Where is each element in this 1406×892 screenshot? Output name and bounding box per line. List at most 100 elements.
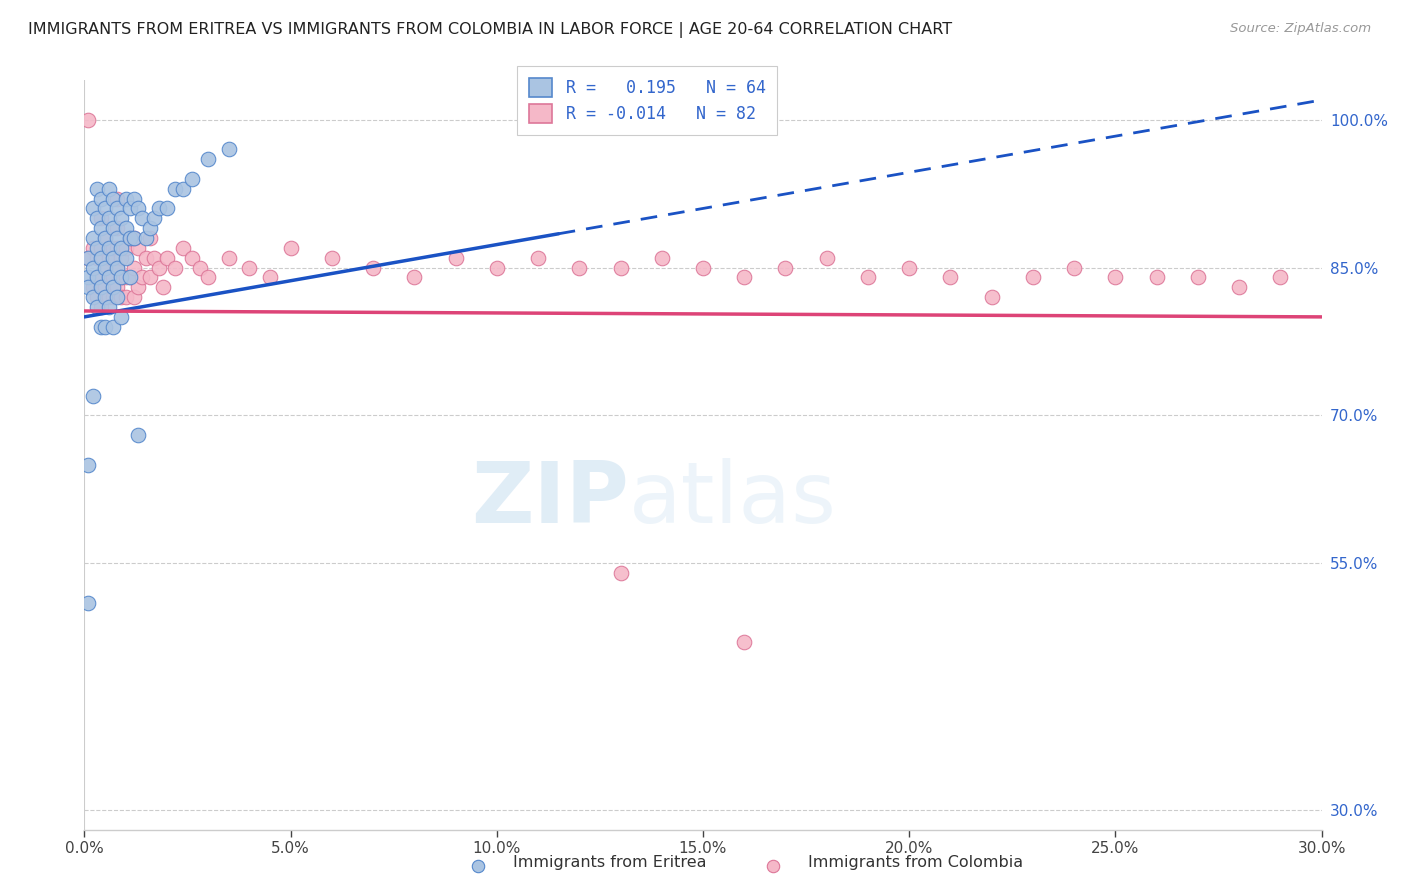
Point: [114, 221, 136, 235]
Point: [238, 260, 260, 275]
Point: [98, 241, 121, 255]
Point: [815, 251, 838, 265]
Point: [86, 251, 108, 265]
Point: [980, 290, 1002, 304]
Point: [86, 211, 108, 226]
Point: [122, 192, 145, 206]
Point: [77, 251, 100, 265]
Point: [105, 231, 128, 245]
Point: [94, 260, 117, 275]
Point: [86, 270, 108, 285]
Point: [98, 182, 121, 196]
Point: [148, 202, 170, 216]
Point: [103, 270, 125, 285]
Text: Immigrants from Colombia: Immigrants from Colombia: [808, 855, 1024, 870]
Point: [98, 270, 121, 285]
Point: [1104, 270, 1126, 285]
Point: [90, 319, 112, 334]
Point: [103, 290, 125, 304]
Text: Source: ZipAtlas.com: Source: ZipAtlas.com: [1230, 22, 1371, 36]
Point: [143, 251, 166, 265]
Point: [105, 192, 128, 206]
Point: [114, 192, 136, 206]
Point: [77, 280, 100, 294]
Point: [197, 270, 219, 285]
Point: [856, 270, 879, 285]
Point: [527, 251, 550, 265]
Point: [609, 566, 631, 581]
Point: [86, 182, 108, 196]
Point: [165, 260, 187, 275]
Point: [94, 280, 117, 294]
Point: [103, 319, 125, 334]
Point: [110, 270, 132, 285]
Point: [609, 260, 631, 275]
Point: [90, 300, 112, 314]
Point: [172, 182, 194, 196]
Point: [321, 251, 343, 265]
Point: [127, 202, 149, 216]
Point: [118, 270, 141, 285]
Point: [105, 260, 128, 275]
Point: [1270, 270, 1292, 285]
Point: [82, 260, 104, 275]
Point: [122, 231, 145, 245]
Point: [94, 202, 117, 216]
Point: [127, 241, 149, 255]
Text: IMMIGRANTS FROM ERITREA VS IMMIGRANTS FROM COLOMBIA IN LABOR FORCE | AGE 20-64 C: IMMIGRANTS FROM ERITREA VS IMMIGRANTS FR…: [28, 22, 952, 38]
Point: [98, 270, 121, 285]
Point: [733, 270, 755, 285]
Legend: R =   0.195   N = 64, R = -0.014   N = 82: R = 0.195 N = 64, R = -0.014 N = 82: [517, 66, 778, 135]
Point: [197, 152, 219, 166]
Point: [114, 290, 136, 304]
Point: [762, 858, 785, 872]
Point: [90, 211, 112, 226]
Point: [180, 251, 202, 265]
Point: [105, 241, 128, 255]
Point: [165, 182, 187, 196]
Point: [122, 290, 145, 304]
Point: [94, 290, 117, 304]
Point: [733, 635, 755, 649]
Point: [105, 221, 128, 235]
Point: [82, 231, 104, 245]
Point: [103, 280, 125, 294]
Point: [775, 260, 797, 275]
Point: [218, 142, 240, 156]
Point: [131, 211, 153, 226]
Point: [122, 231, 145, 245]
Point: [172, 241, 194, 255]
Point: [86, 300, 108, 314]
Point: [1227, 280, 1250, 294]
Point: [280, 241, 302, 255]
Point: [90, 251, 112, 265]
Point: [82, 280, 104, 294]
Point: [94, 231, 117, 245]
Point: [105, 280, 128, 294]
Point: [148, 260, 170, 275]
Point: [98, 211, 121, 226]
Point: [86, 270, 108, 285]
Point: [127, 280, 149, 294]
Point: [692, 260, 714, 275]
Point: [485, 260, 508, 275]
Point: [568, 260, 591, 275]
Point: [898, 260, 921, 275]
Point: [82, 202, 104, 216]
Point: [103, 221, 125, 235]
Point: [90, 192, 112, 206]
Point: [82, 241, 104, 255]
Point: [188, 260, 211, 275]
Point: [86, 290, 108, 304]
Text: ZIP: ZIP: [471, 458, 628, 541]
Point: [1146, 270, 1168, 285]
Point: [139, 270, 162, 285]
Point: [103, 192, 125, 206]
Point: [651, 251, 673, 265]
Point: [98, 290, 121, 304]
Point: [118, 231, 141, 245]
Point: [114, 270, 136, 285]
Point: [110, 241, 132, 255]
Point: [939, 270, 962, 285]
Point: [467, 858, 489, 872]
